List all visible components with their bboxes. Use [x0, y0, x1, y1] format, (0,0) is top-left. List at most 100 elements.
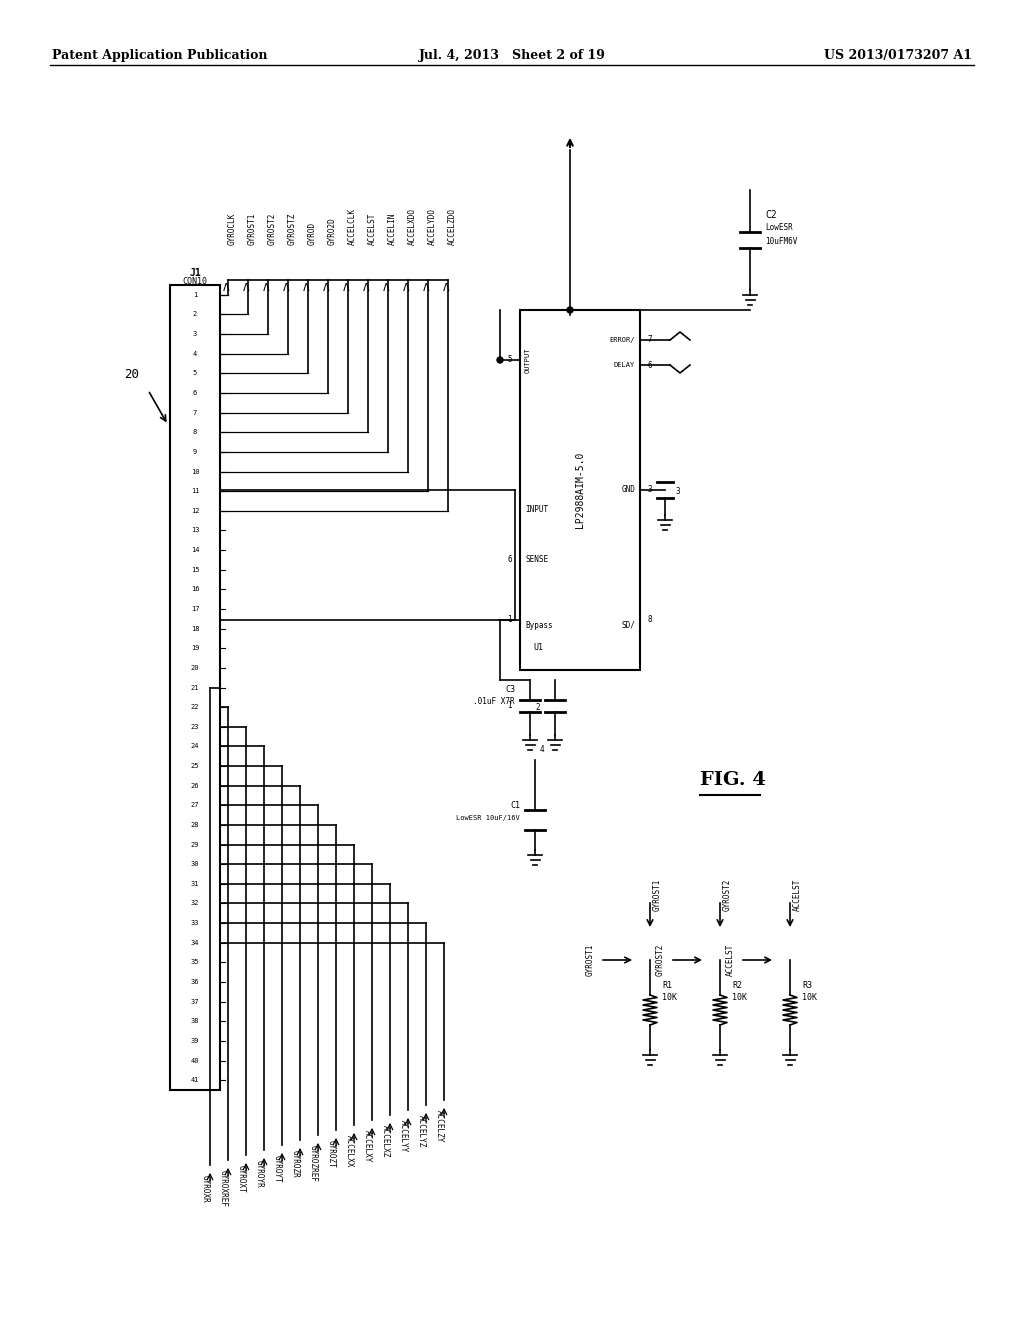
- Text: 16: 16: [190, 586, 200, 593]
- Text: 4: 4: [193, 351, 198, 356]
- Text: GYROZREF: GYROZREF: [309, 1144, 318, 1181]
- Text: GYROYR: GYROYR: [255, 1160, 264, 1188]
- Text: 7: 7: [648, 335, 652, 345]
- Text: 2: 2: [535, 704, 540, 713]
- Text: 17: 17: [190, 606, 200, 612]
- Text: 35: 35: [190, 960, 200, 965]
- Text: GYROST1: GYROST1: [653, 879, 662, 911]
- Text: 11: 11: [190, 488, 200, 494]
- Text: 2: 2: [193, 312, 198, 317]
- Text: Λ: Λ: [383, 282, 389, 293]
- Text: 6: 6: [193, 389, 198, 396]
- Text: GYROXR: GYROXR: [201, 1175, 210, 1203]
- Text: GYROSTZ: GYROSTZ: [288, 213, 297, 246]
- Text: 15: 15: [190, 566, 200, 573]
- Text: 18: 18: [190, 626, 200, 631]
- Text: GYROZT: GYROZT: [327, 1140, 336, 1168]
- Text: 24: 24: [190, 743, 200, 750]
- Text: SD/: SD/: [622, 620, 635, 630]
- Text: GYROCLK: GYROCLK: [228, 213, 237, 246]
- Text: 13: 13: [190, 528, 200, 533]
- Text: LP2988AIM-5.0: LP2988AIM-5.0: [575, 451, 585, 528]
- Text: ACCELST: ACCELST: [368, 213, 377, 246]
- Text: INPUT: INPUT: [525, 506, 548, 515]
- Text: 25: 25: [190, 763, 200, 770]
- Text: LowESR 10uF/16V: LowESR 10uF/16V: [457, 814, 520, 821]
- Text: C1: C1: [510, 800, 520, 809]
- Text: 10K: 10K: [802, 994, 817, 1002]
- Text: GYRO2D: GYRO2D: [328, 218, 337, 246]
- Circle shape: [497, 356, 503, 363]
- Text: 32: 32: [190, 900, 200, 907]
- Text: 23: 23: [190, 723, 200, 730]
- Text: Λ: Λ: [402, 282, 410, 293]
- Text: Λ: Λ: [222, 282, 229, 293]
- Text: 6: 6: [648, 360, 652, 370]
- Text: 4: 4: [540, 746, 545, 755]
- Text: C3: C3: [505, 685, 515, 694]
- Text: GYROST1: GYROST1: [248, 213, 257, 246]
- Bar: [170, 285, 220, 1090]
- Text: FIG. 4: FIG. 4: [700, 771, 766, 789]
- Text: 21: 21: [190, 685, 200, 690]
- Text: 41: 41: [190, 1077, 200, 1084]
- Text: 1: 1: [507, 615, 512, 624]
- Text: 29: 29: [190, 842, 200, 847]
- Text: GYROST2: GYROST2: [268, 213, 278, 246]
- Text: Λ: Λ: [362, 282, 370, 293]
- Text: 27: 27: [190, 803, 200, 808]
- Text: GYROST2: GYROST2: [656, 944, 665, 977]
- Text: ACCELST: ACCELST: [726, 944, 735, 977]
- Text: 39: 39: [190, 1038, 200, 1044]
- Text: GYROZR: GYROZR: [291, 1150, 300, 1177]
- Text: ACCELXY: ACCELXY: [362, 1130, 372, 1163]
- Bar: [520, 310, 640, 671]
- Text: ACCELIN: ACCELIN: [388, 213, 397, 246]
- Text: 3: 3: [675, 487, 680, 496]
- Text: .01uF X7R: .01uF X7R: [473, 697, 515, 706]
- Text: Jul. 4, 2013   Sheet 2 of 19: Jul. 4, 2013 Sheet 2 of 19: [419, 49, 605, 62]
- Text: 8: 8: [193, 429, 198, 436]
- Text: 19: 19: [190, 645, 200, 651]
- Text: GND: GND: [622, 486, 635, 495]
- Text: 36: 36: [190, 979, 200, 985]
- Text: 37: 37: [190, 999, 200, 1005]
- Text: R1: R1: [662, 981, 672, 990]
- Text: C2: C2: [765, 210, 777, 220]
- Text: 5: 5: [193, 371, 198, 376]
- Text: 30: 30: [190, 861, 200, 867]
- Text: ACCELXZ: ACCELXZ: [381, 1125, 390, 1158]
- Text: ACCELYDO: ACCELYDO: [428, 209, 437, 246]
- Text: 10K: 10K: [732, 994, 746, 1002]
- Text: ACCELZDO: ACCELZDO: [449, 209, 457, 246]
- Text: R3: R3: [802, 981, 812, 990]
- Text: 26: 26: [190, 783, 200, 788]
- Text: Λ: Λ: [262, 282, 269, 293]
- Text: ACCELXDO: ACCELXDO: [408, 209, 417, 246]
- Text: ACCELST: ACCELST: [793, 879, 802, 911]
- Text: 8: 8: [648, 615, 652, 624]
- Text: 20: 20: [125, 368, 139, 381]
- Text: J1: J1: [189, 268, 201, 279]
- Text: 20: 20: [190, 665, 200, 671]
- Text: 3: 3: [648, 486, 652, 495]
- Text: GYROST1: GYROST1: [586, 944, 595, 977]
- Text: Λ: Λ: [423, 282, 429, 293]
- Text: 33: 33: [190, 920, 200, 927]
- Text: 9: 9: [193, 449, 198, 455]
- Text: 10uFM6V: 10uFM6V: [765, 238, 798, 247]
- Text: 3: 3: [193, 331, 198, 337]
- Text: R2: R2: [732, 981, 742, 990]
- Text: 22: 22: [190, 704, 200, 710]
- Text: U1: U1: [534, 644, 543, 652]
- Text: SENSE: SENSE: [525, 556, 548, 565]
- Text: LowESR: LowESR: [765, 223, 793, 232]
- Text: ACCELYY: ACCELYY: [399, 1119, 408, 1152]
- Text: GYROD: GYROD: [308, 222, 317, 246]
- Text: Λ: Λ: [343, 282, 349, 293]
- Text: Λ: Λ: [323, 282, 330, 293]
- Text: ACCELCLK: ACCELCLK: [348, 209, 357, 246]
- Text: 1: 1: [507, 701, 512, 710]
- Text: 34: 34: [190, 940, 200, 945]
- Text: Λ: Λ: [442, 282, 450, 293]
